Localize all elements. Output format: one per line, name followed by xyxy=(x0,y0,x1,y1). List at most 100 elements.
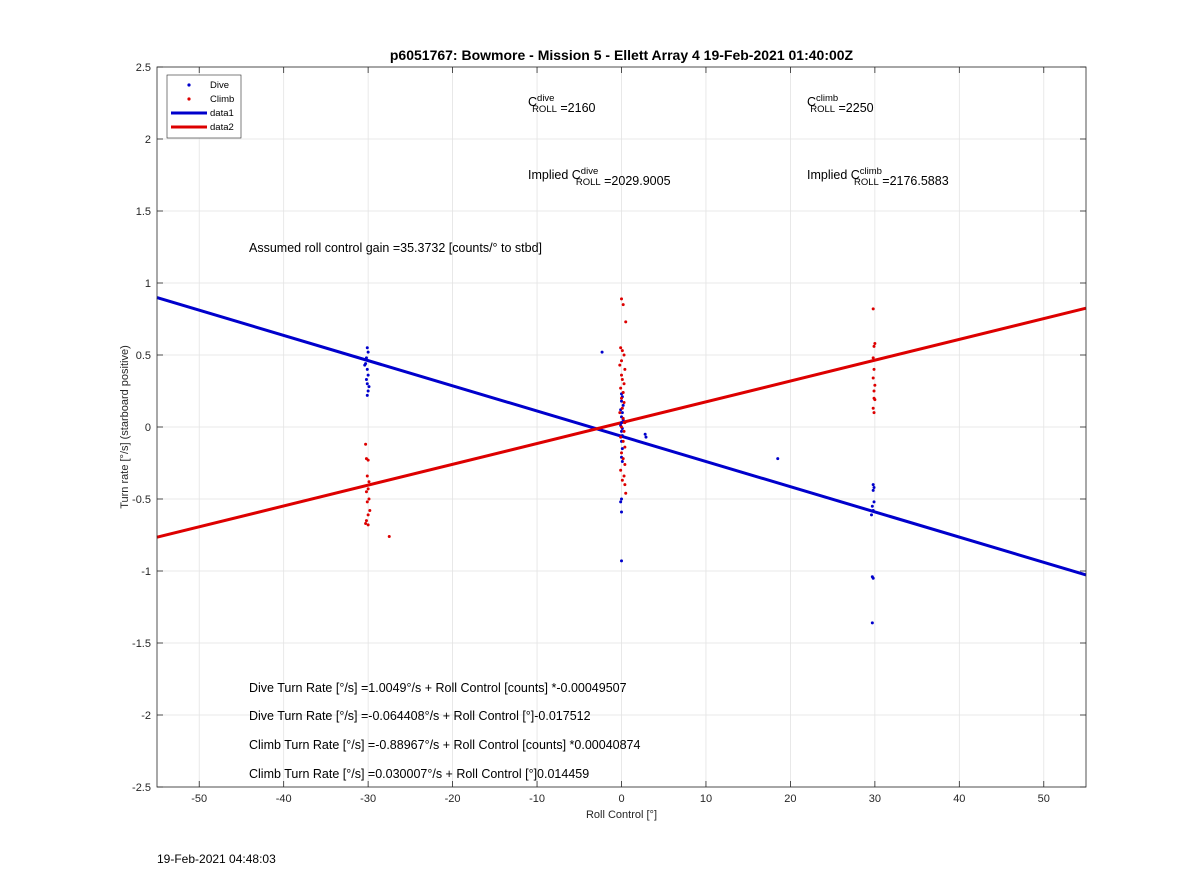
point-dive xyxy=(620,411,624,415)
point-dive xyxy=(871,576,875,580)
x-tick-label: -40 xyxy=(276,793,292,805)
point-dive xyxy=(365,346,369,350)
y-axis-label: Turn rate [°/s] (starboard positive) xyxy=(119,345,131,509)
x-tick-label: 10 xyxy=(700,793,712,805)
point-climb xyxy=(873,398,877,402)
point-climb xyxy=(619,435,623,439)
footer-timestamp: 19-Feb-2021 04:48:03 xyxy=(157,852,276,866)
point-climb xyxy=(620,396,623,400)
point-climb xyxy=(368,509,372,513)
point-climb xyxy=(622,429,626,433)
point-climb xyxy=(624,320,628,324)
point-climb xyxy=(621,390,625,394)
point-climb xyxy=(387,534,391,538)
point-dive xyxy=(619,500,623,504)
point-climb xyxy=(620,297,623,301)
point-climb xyxy=(619,386,623,390)
point-climb xyxy=(620,373,623,377)
point-climb xyxy=(366,513,370,517)
annotation-climb-rate-counts: Climb Turn Rate [°/s] =-0.88967°/s + Rol… xyxy=(249,738,641,752)
point-climb xyxy=(365,500,369,504)
point-dive xyxy=(365,367,369,371)
point-climb xyxy=(620,349,624,353)
point-climb xyxy=(623,483,627,487)
y-tick-label: 0.5 xyxy=(136,350,151,362)
point-climb xyxy=(366,458,370,462)
point-climb xyxy=(872,389,876,393)
point-climb xyxy=(871,356,875,360)
legend-marker xyxy=(187,97,191,101)
point-climb xyxy=(618,363,622,367)
point-dive xyxy=(367,385,371,389)
annotation-dive-rate-deg: Dive Turn Rate [°/s] =-0.064408°/s + Rol… xyxy=(249,709,591,723)
point-dive xyxy=(871,483,875,487)
y-tick-label: 2 xyxy=(145,134,151,146)
point-dive xyxy=(620,460,624,464)
point-climb xyxy=(364,490,368,494)
point-dive xyxy=(620,447,624,451)
point-climb xyxy=(366,487,370,491)
x-tick-label: 40 xyxy=(953,793,965,805)
point-dive xyxy=(776,457,780,461)
point-climb xyxy=(873,341,877,345)
point-climb xyxy=(620,406,624,410)
x-tick-label: 30 xyxy=(869,793,881,805)
point-dive xyxy=(871,509,875,513)
point-climb xyxy=(621,439,625,443)
point-climb xyxy=(871,307,875,311)
legend-entry-label: data2 xyxy=(210,122,234,133)
annotation-c-roll-climb: Cclimb ROLL =2250 xyxy=(807,93,874,115)
y-tick-label: 0 xyxy=(145,422,151,434)
y-tick-label: -2.5 xyxy=(132,782,151,794)
point-climb xyxy=(872,344,876,348)
x-tick-label: 0 xyxy=(618,793,624,805)
point-climb xyxy=(622,474,626,478)
legend-entry-label: Climb xyxy=(210,94,234,105)
point-climb xyxy=(620,377,624,381)
point-dive xyxy=(365,393,369,397)
point-climb xyxy=(623,445,627,449)
y-tick-label: 1 xyxy=(145,278,151,290)
plot-series xyxy=(156,296,1087,625)
point-climb xyxy=(364,521,368,525)
point-dive xyxy=(620,510,623,514)
point-climb xyxy=(366,523,370,527)
point-dive xyxy=(364,377,368,381)
point-climb xyxy=(621,416,625,420)
point-climb xyxy=(871,406,875,410)
y-tick-label: -1.5 xyxy=(132,638,151,650)
point-climb xyxy=(364,519,368,523)
legend: Dive Climb data1 data2 xyxy=(166,74,242,139)
point-climb xyxy=(873,383,877,387)
point-climb xyxy=(622,353,626,357)
point-dive xyxy=(366,373,370,377)
x-tick-label: -50 xyxy=(191,793,207,805)
point-dive xyxy=(364,356,368,360)
annotation-c-roll-dive: Cdive ROLL =2160 xyxy=(528,93,596,115)
legend-entry-label: Dive xyxy=(210,80,229,91)
point-climb xyxy=(622,382,626,386)
point-climb xyxy=(619,346,623,350)
point-dive xyxy=(872,500,876,504)
point-climb xyxy=(619,468,623,472)
point-dive xyxy=(620,429,623,433)
point-climb xyxy=(364,442,368,446)
x-tick-label: -10 xyxy=(529,793,545,805)
annotation-implied-dive: Implied Cdive ROLL =2029.9005 xyxy=(528,166,671,188)
y-tick-label: 2.5 xyxy=(136,62,151,74)
point-dive xyxy=(600,350,604,354)
point-dive xyxy=(366,389,370,393)
point-climb xyxy=(618,411,622,415)
point-dive xyxy=(621,403,625,407)
point-climb xyxy=(872,367,876,371)
x-tick-label: -20 xyxy=(445,793,461,805)
y-tick-label: -2 xyxy=(141,710,151,722)
point-climb xyxy=(367,497,371,501)
point-dive xyxy=(869,513,873,517)
point-dive xyxy=(364,362,368,366)
x-tick-label: 50 xyxy=(1038,793,1050,805)
point-dive xyxy=(644,435,648,439)
legend-entry-label: data1 xyxy=(210,108,234,119)
point-climb xyxy=(620,425,623,429)
